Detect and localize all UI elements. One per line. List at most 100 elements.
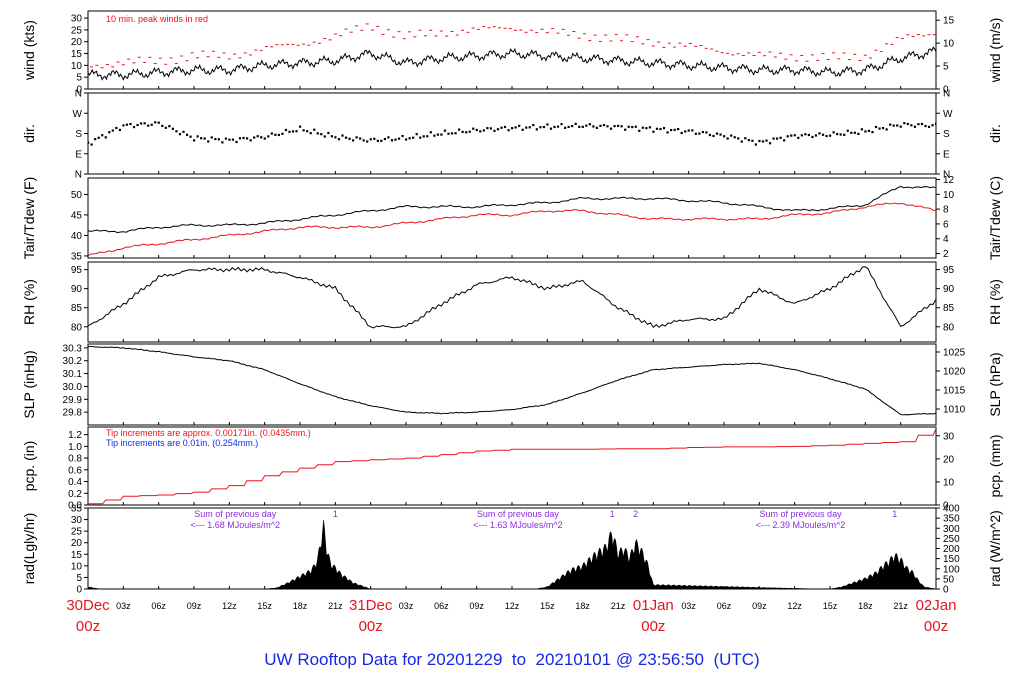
dir-point [521, 128, 524, 131]
rad-left-tick-label: 30 [71, 515, 83, 526]
rad-left-tick-label: 20 [71, 538, 83, 549]
dir-point [694, 132, 697, 135]
dir-point [154, 121, 157, 124]
dir-left-tick-label: W [73, 109, 83, 120]
dir-point [320, 133, 323, 136]
dir-point [136, 123, 139, 127]
dir-point [390, 139, 394, 142]
dir-point [288, 130, 291, 133]
slp-left-tick-label: 30.2 [63, 356, 83, 367]
dir-point [730, 134, 733, 137]
x-tick-label: 18z [293, 601, 308, 611]
rad-marker: 1 [892, 509, 897, 519]
dir-point [578, 125, 581, 128]
dir-point [581, 125, 584, 128]
rad-right-tick-label: 50 [943, 574, 955, 585]
dir-point [207, 140, 210, 143]
dir-point [440, 133, 443, 136]
slp-left-tick-label: 29.9 [63, 395, 83, 406]
rad-left-tick-label: 5 [76, 573, 82, 584]
dir-point [673, 128, 676, 131]
dir-point [821, 133, 825, 136]
panel-pcp: 0.00.20.40.60.81.01.2 0 10 20 30 pcp. (in) pcp… [21, 426, 1003, 512]
dir-point [931, 124, 934, 127]
rh-left-tick-label: 90 [71, 284, 83, 295]
dir-point [602, 123, 606, 127]
dir-point [705, 131, 708, 134]
dir-point [560, 123, 563, 126]
x-tick-label: 21z [611, 601, 626, 611]
dir-point [726, 137, 729, 140]
dir-point [249, 139, 252, 142]
slp-left-tick-label: 30.1 [63, 369, 83, 380]
dir-point [843, 133, 846, 136]
pcp-annotation: Tip increments are 0.01in. (0.254mm.) [106, 438, 258, 448]
slp-right-tick-label: 1010 [943, 405, 966, 416]
dir-frame [87, 92, 937, 175]
dir-point [316, 132, 319, 135]
wind-right-tick-label: 5 [943, 62, 949, 73]
dir-point [242, 136, 245, 140]
dir-point [927, 125, 931, 129]
dir-point [217, 138, 220, 141]
dir-point [436, 133, 439, 136]
wind-right-tick-label: 10 [943, 39, 955, 50]
dir-point [228, 138, 231, 141]
pcp-ylabel-right: pcp. (mm) [987, 435, 1003, 498]
dir-point [684, 130, 687, 133]
dir-point [164, 126, 167, 129]
dir-point [380, 139, 383, 142]
wind-annotation: 10 min. peak winds in red [106, 14, 208, 24]
rad-left-tick-label: 15 [71, 550, 83, 561]
dir-point [422, 135, 425, 138]
dir-point [708, 133, 712, 137]
dir-point [189, 135, 192, 138]
dir-point [511, 127, 514, 130]
dir-point [634, 125, 637, 128]
rad-ylabel-left: rad(Lgly/hr) [21, 513, 37, 585]
pcp-ylabel-left: pcp. (in) [21, 441, 37, 492]
dir-point [387, 136, 390, 139]
slp-data [88, 345, 936, 416]
rad-right-tick-label: 350 [943, 514, 960, 525]
dir-point [733, 136, 736, 139]
dir-point [330, 135, 333, 138]
dir-point [122, 124, 125, 127]
dir-point [839, 133, 842, 136]
dir-point [556, 125, 560, 128]
dir-point [715, 132, 719, 135]
dir-point [143, 122, 146, 125]
dir-point [295, 130, 298, 133]
rad-note-value: <--- 1.63 MJoules/m^2 [473, 520, 563, 530]
temp-right-tick-label: 2 [943, 249, 949, 260]
pcp-data [88, 428, 936, 505]
pcp-left-tick-label: 1.0 [68, 442, 82, 453]
dir-point [366, 140, 369, 143]
dir-point [797, 136, 800, 139]
dir-point [564, 126, 567, 129]
temp-right-tick-label: 6 [943, 219, 949, 230]
dir-point [631, 125, 634, 129]
rh-right-tick-label: 85 [943, 303, 955, 314]
rh-left-tick-label: 80 [71, 322, 83, 333]
pcp-left-tick-label: 0.8 [68, 454, 82, 465]
rh-right-tick-label: 80 [943, 322, 955, 333]
dir-point [291, 130, 295, 133]
x-tick-label: 12z [505, 601, 520, 611]
dir-point [652, 130, 655, 133]
dir-right-tick-label: S [943, 129, 950, 140]
rad-note-value: <--- 2.39 MJoules/m^2 [756, 520, 846, 530]
dir-point [235, 140, 238, 144]
pcp-line [88, 428, 936, 505]
dir-point [723, 135, 726, 138]
pcp-right-tick-label: 20 [943, 454, 955, 465]
dir-point [871, 131, 874, 134]
dir-point [677, 127, 680, 131]
dir-point [401, 134, 404, 138]
dir-point [115, 126, 118, 130]
temp-right-tick-label: 10 [943, 190, 955, 201]
dir-point [468, 130, 471, 133]
rad-ylabel-right: rad (W/m^2) [987, 510, 1003, 587]
dir-point [899, 125, 902, 128]
rh-left-tick-label: 95 [71, 265, 83, 276]
